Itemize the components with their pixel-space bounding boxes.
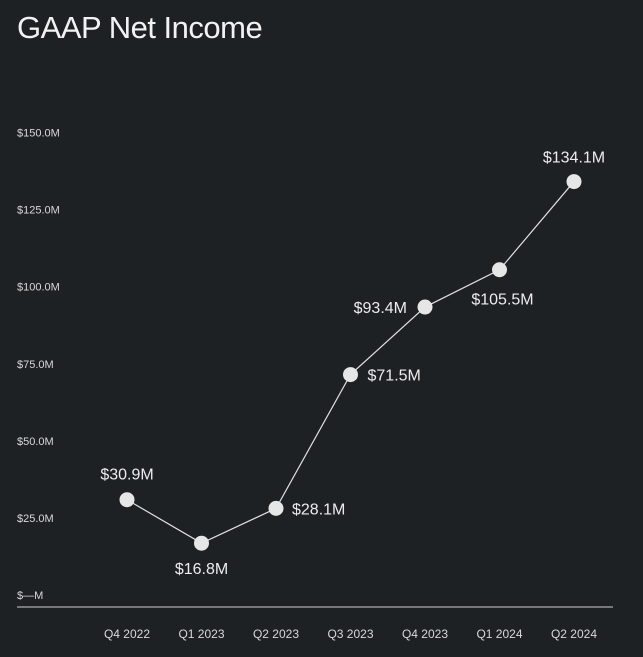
chart-title: GAAP Net Income	[17, 10, 263, 45]
y-tick-label: $100.0M	[17, 282, 60, 294]
data-point	[119, 492, 135, 508]
x-tick-label: Q4 2023	[402, 627, 448, 641]
data-point	[492, 262, 507, 278]
y-tick-label: $125.0M	[17, 205, 60, 217]
data-label: $71.5M	[368, 368, 421, 385]
data-label: $134.1M	[543, 150, 605, 167]
x-tick-label: Q3 2023	[327, 627, 373, 641]
x-tick-label: Q2 2023	[253, 627, 299, 641]
data-point	[343, 367, 358, 383]
x-axis: Q4 2022 Q1 2023 Q2 2023 Q3 2023 Q4 2023 Q1 20…	[104, 627, 597, 641]
y-axis: $—M $25.0M $50.0M $75.0M $100.0M $125.0M $150.…	[17, 128, 60, 602]
x-tick-label: Q1 2023	[178, 627, 224, 641]
data-point	[566, 174, 582, 190]
series-line	[126, 181, 575, 544]
x-tick-label: Q2 2024	[551, 627, 597, 641]
data-point	[417, 299, 433, 315]
data-label: $30.9M	[100, 467, 153, 484]
series-markers	[119, 174, 582, 551]
data-labels: $30.9M $16.8M $28.1M $71.5M $93.4M $105.5M $13…	[100, 150, 605, 579]
data-point	[268, 500, 284, 516]
y-tick-label: $—M	[17, 590, 43, 602]
y-tick-label: $75.0M	[17, 359, 54, 371]
x-tick-label: Q1 2024	[476, 627, 522, 641]
y-tick-label: $150.0M	[17, 128, 60, 140]
data-point	[194, 535, 209, 551]
data-label: $93.4M	[354, 300, 407, 317]
y-tick-label: $50.0M	[17, 436, 54, 448]
y-tick-label: $25.0M	[17, 513, 54, 525]
data-label: $28.1M	[292, 501, 345, 518]
data-label: $105.5M	[471, 292, 533, 309]
x-tick-label: Q4 2022	[104, 627, 150, 641]
data-label: $16.8M	[175, 561, 228, 578]
